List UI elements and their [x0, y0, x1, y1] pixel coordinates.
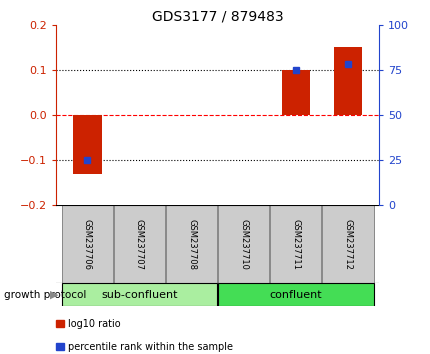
- Bar: [166, 205, 217, 283]
- Bar: [218, 283, 373, 306]
- Title: GDS3177 / 879483: GDS3177 / 879483: [151, 10, 283, 24]
- Bar: [114, 205, 165, 283]
- Bar: [61, 205, 113, 283]
- Text: GSM237711: GSM237711: [291, 219, 300, 270]
- Text: growth protocol: growth protocol: [4, 290, 86, 300]
- Text: sub-confluent: sub-confluent: [101, 290, 177, 300]
- Text: GSM237706: GSM237706: [83, 219, 92, 270]
- Text: percentile rank within the sample: percentile rank within the sample: [68, 342, 233, 352]
- Text: GSM237707: GSM237707: [135, 219, 144, 270]
- Bar: [333, 47, 362, 115]
- Bar: [270, 205, 321, 283]
- Text: log10 ratio: log10 ratio: [68, 319, 120, 329]
- Text: ▶: ▶: [49, 290, 58, 300]
- Bar: [218, 205, 269, 283]
- Text: confluent: confluent: [269, 290, 322, 300]
- Bar: [322, 205, 373, 283]
- Text: GSM237712: GSM237712: [343, 219, 352, 270]
- Bar: [281, 70, 310, 115]
- Text: GSM237708: GSM237708: [187, 219, 196, 270]
- Bar: [61, 283, 217, 306]
- Bar: [73, 115, 101, 174]
- Text: GSM237710: GSM237710: [239, 219, 248, 270]
